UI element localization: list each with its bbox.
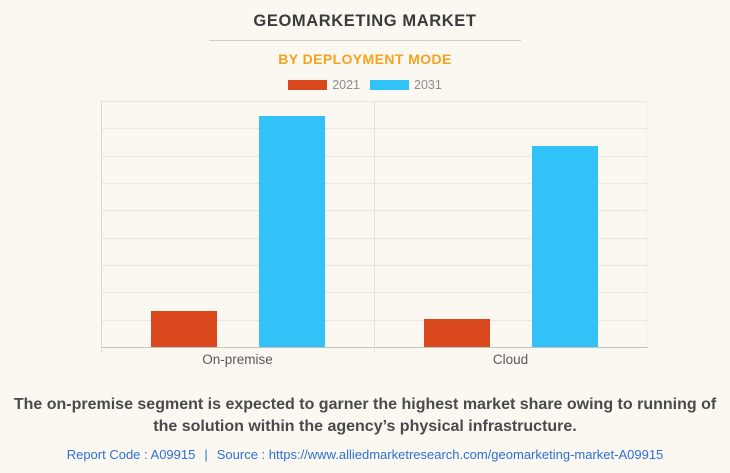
gridline-horizontal bbox=[102, 319, 648, 321]
legend-swatch-2031-icon bbox=[370, 80, 409, 90]
page-title: GEOMARKETING MARKET bbox=[253, 12, 477, 30]
x-axis-label-cloud: Cloud bbox=[492, 352, 529, 367]
gridline-horizontal bbox=[102, 265, 648, 266]
report-code: Report Code : A09915 bbox=[66, 447, 196, 462]
legend-item-2031: 2031 bbox=[370, 78, 442, 92]
source-link[interactable]: Source : https://www.alliedmarketresearc… bbox=[216, 447, 664, 462]
bar-2031-cloud bbox=[532, 146, 598, 347]
legend-swatch-2021-icon bbox=[288, 80, 328, 90]
footer-separator: | bbox=[204, 447, 208, 462]
bar-2031-on-premise bbox=[259, 116, 325, 347]
gridline-horizontal bbox=[102, 292, 648, 294]
gridline-horizontal bbox=[102, 128, 648, 130]
gridline-vertical-mid bbox=[374, 101, 375, 352]
gridline-horizontal bbox=[102, 237, 648, 239]
gridline-horizontal bbox=[102, 155, 648, 157]
gridline-horizontal bbox=[102, 210, 648, 212]
footer: Report Code : A09915 | Source : https://ww… bbox=[0, 447, 730, 462]
gridline-vertical-right bbox=[646, 101, 647, 347]
caption: The on-premise segment is expected to ga… bbox=[0, 394, 730, 438]
caption-line-2: the solution within the agency’s physica… bbox=[153, 418, 577, 435]
y-axis-tick bbox=[101, 347, 102, 352]
title-divider bbox=[209, 40, 521, 41]
bar-2021-cloud bbox=[424, 319, 490, 347]
x-axis-label-on-premise: On-premise bbox=[202, 352, 273, 367]
legend-label-2031: 2031 bbox=[414, 78, 442, 92]
chart-legend: 2021 2031 bbox=[0, 78, 730, 92]
gridline-horizontal bbox=[102, 183, 648, 184]
bar-chart-plot-area bbox=[101, 101, 648, 352]
chart-subtitle: BY DEPLOYMENT MODE bbox=[278, 51, 452, 67]
bar-2021-on-premise bbox=[151, 311, 217, 347]
gridline-horizontal bbox=[102, 101, 648, 102]
caption-line-1: The on-premise segment is expected to ga… bbox=[13, 396, 717, 413]
legend-label-2021: 2021 bbox=[332, 78, 360, 92]
legend-item-2021: 2021 bbox=[288, 78, 360, 92]
